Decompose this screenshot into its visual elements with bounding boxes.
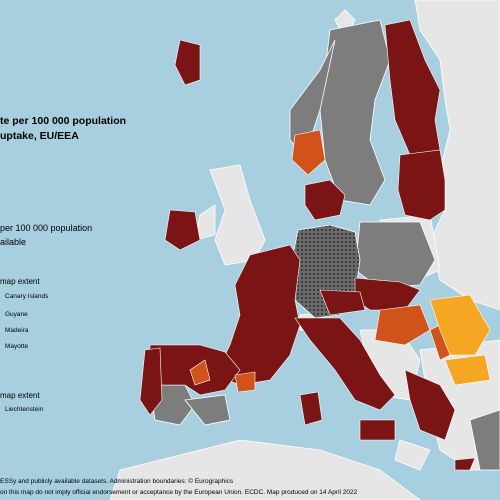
footer-source: ESSy and publicly available datasets. Ad… [0,478,234,485]
legend-item-rate: per 100 000 population [0,223,93,233]
low-rate-regions [429,294,491,386]
inset-guyane: Guyane [5,311,28,318]
map-title-line1: te per 100 000 population [0,115,127,127]
legend-item-no-data: ailable [0,237,27,247]
map-title-line2: uptake, EU/EEA [0,130,79,142]
high-rate-regions [139,19,476,471]
inset-heading: map extent [0,277,40,286]
no-data-countries [149,19,500,471]
inset-canary-islands: Canary Islands [5,293,49,300]
inset2-heading: map extent [0,391,40,400]
footer-disclaimer: on this map do not imply official endors… [0,489,358,496]
inset-mayotte: Mayotte [5,343,29,350]
inset-madeira: Madeira [5,327,29,334]
inset-liechtenstein: Liechtenstein [5,406,44,413]
